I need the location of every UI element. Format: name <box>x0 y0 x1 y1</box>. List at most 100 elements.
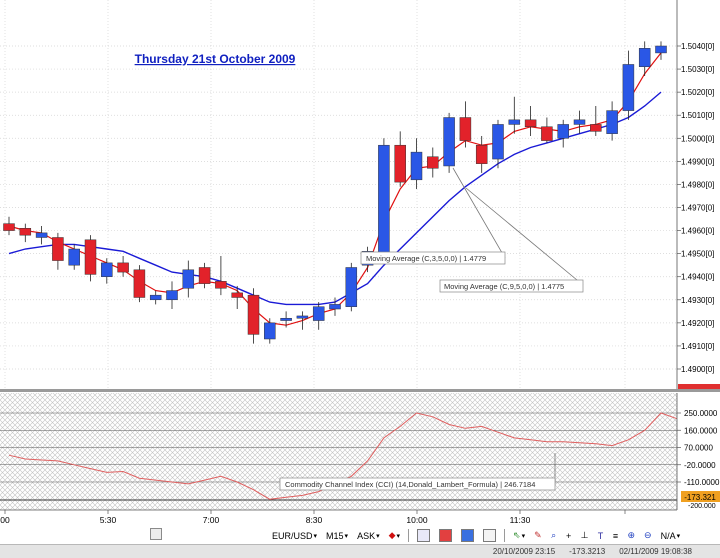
ma-slow-label: Moving Average (C,9,5,0,0) | 1.4775 <box>444 282 564 291</box>
pane-splitter[interactable] <box>0 389 720 392</box>
crosshair-icon: + <box>566 530 572 541</box>
toolbar-divider <box>504 529 506 542</box>
price-side-select[interactable]: ASK ▾ <box>357 530 380 541</box>
candle-up-body <box>573 119 586 125</box>
candle-up-body <box>149 294 162 301</box>
candle <box>68 244 80 270</box>
price-tick-label: 1.4990[0] <box>681 157 714 166</box>
candle-up-body <box>101 262 113 277</box>
candle-down-body <box>52 237 64 261</box>
price-axis: 1.5040[0] 1.5030[0] 1.5020[0] 1.5010[0] 1.50… <box>676 0 720 392</box>
chevron-down-icon: ▾ <box>521 532 526 540</box>
status-time: 20/10/2009 23:15 <box>492 547 556 556</box>
zoom-tool-button[interactable]: ⌕ <box>548 529 560 543</box>
price-tick-label: 1.4970[0] <box>681 204 714 213</box>
candle <box>557 119 569 148</box>
color-select[interactable]: ◆ ▾ <box>386 529 403 543</box>
ma-slow-annotation[interactable]: Moving Average (C,9,5,0,0) | 1.4775 <box>439 187 584 293</box>
candle-down-body <box>394 144 406 183</box>
candle <box>84 235 97 282</box>
ma-fast-label: Moving Average (C,3,5,0,0) | 1.4779 <box>366 254 486 263</box>
fibonacci-button[interactable]: ≡ <box>609 529 621 543</box>
candle <box>3 216 15 236</box>
line-chart-button[interactable] <box>458 529 477 543</box>
candle-up-body <box>508 119 521 125</box>
cci-annotation[interactable]: Commodity Channel Index (CCI) (14,Donald… <box>279 453 556 491</box>
candle <box>101 258 113 284</box>
zoom-select[interactable]: N/A ▾ <box>660 530 681 541</box>
candle-up-body <box>182 269 195 289</box>
candle-chart-button[interactable] <box>436 529 455 543</box>
scroll-left-button[interactable] <box>150 528 162 540</box>
candle-down-body <box>590 124 602 132</box>
chevron-down-icon: ▾ <box>344 532 349 540</box>
candle-up-body <box>345 267 358 307</box>
instrument-select[interactable]: EUR/USD ▾ <box>272 530 318 541</box>
candle-up-body <box>410 151 423 181</box>
chevron-down-icon: ▾ <box>676 532 681 540</box>
ma-fast-annotation[interactable]: Moving Average (C,3,5,0,0) | 1.4779 <box>360 167 506 265</box>
template-button[interactable] <box>480 529 499 543</box>
candle-up-body <box>378 144 390 254</box>
status-bar: 20/10/2009 23:15 -173.3213 02/11/2009 19… <box>0 544 720 558</box>
candle-up-body <box>557 124 569 139</box>
price-tick-label: 1.4930[0] <box>681 296 714 305</box>
toolbar-divider <box>408 529 410 542</box>
text-tool-button[interactable]: T <box>594 529 606 543</box>
candle <box>524 105 537 136</box>
candle-down-body <box>198 267 211 284</box>
candle <box>622 50 635 120</box>
candle <box>475 135 488 173</box>
candle-up-body <box>312 306 325 321</box>
cursor-icon: ⇖ <box>513 530 521 540</box>
candle-down-body <box>524 119 537 128</box>
cci-pane[interactable]: Commodity Channel Index (CCI) (14,Donald… <box>0 393 678 510</box>
price-tick-label: 1.5020[0] <box>681 88 714 97</box>
candle <box>378 138 390 259</box>
candle <box>541 117 553 143</box>
zoom-out-button[interactable]: ⊖ <box>641 529 655 543</box>
candle <box>149 290 162 305</box>
price-grid <box>0 0 677 388</box>
drop-icon: ◆ <box>388 530 396 540</box>
status-clock: 02/11/2009 19:08:38 <box>619 547 692 556</box>
cci-marker-text: -173.321 <box>684 493 716 502</box>
candle <box>443 112 455 173</box>
zoom-in-button[interactable]: ⊕ <box>624 529 638 543</box>
candle <box>655 41 667 60</box>
time-axis: 00 5:30 7:00 8:30 10:00 11:30 <box>0 509 720 527</box>
candle <box>198 262 211 289</box>
candle-down-body <box>427 156 439 169</box>
cursor-tool-button[interactable]: ⇖ ▾ <box>510 529 528 543</box>
draw-tool-button[interactable]: ✎ <box>531 529 545 543</box>
chart-title: Thursday 21st October 2009 <box>135 52 296 66</box>
crosshair-button[interactable]: + <box>563 529 575 543</box>
candle <box>590 105 602 136</box>
candle-up-body <box>622 64 635 111</box>
cci-marker <box>681 491 720 502</box>
candle <box>19 223 32 243</box>
candle-up-body <box>492 124 504 160</box>
candle-up-body <box>166 290 178 301</box>
candle <box>231 285 243 310</box>
cci-tick-label: 250.0000 <box>684 409 718 418</box>
candles <box>3 41 667 344</box>
candle <box>606 101 618 141</box>
candle-up-body <box>264 322 276 340</box>
time-tick-label: 00 <box>0 515 10 525</box>
candle-up-body <box>638 48 651 68</box>
time-tick-label: 11:30 <box>510 515 531 525</box>
candle <box>427 147 439 178</box>
candle <box>35 225 48 245</box>
price-pane[interactable]: Thursday 21st October 2009 Moving Averag… <box>0 0 677 388</box>
candle-up-body <box>329 304 341 310</box>
timeframe-select[interactable]: M15 ▾ <box>326 530 349 541</box>
vertical-line-button[interactable]: ⊥ <box>578 529 592 543</box>
candle-up-body <box>35 232 48 238</box>
cci-tick-label: 160.0000 <box>684 426 718 435</box>
candle-down-body <box>133 269 146 298</box>
candle-down-body <box>3 223 15 231</box>
price-tick-label: 1.4950[0] <box>681 250 714 259</box>
candle-down-body <box>117 262 129 273</box>
bar-chart-button[interactable] <box>414 529 433 543</box>
